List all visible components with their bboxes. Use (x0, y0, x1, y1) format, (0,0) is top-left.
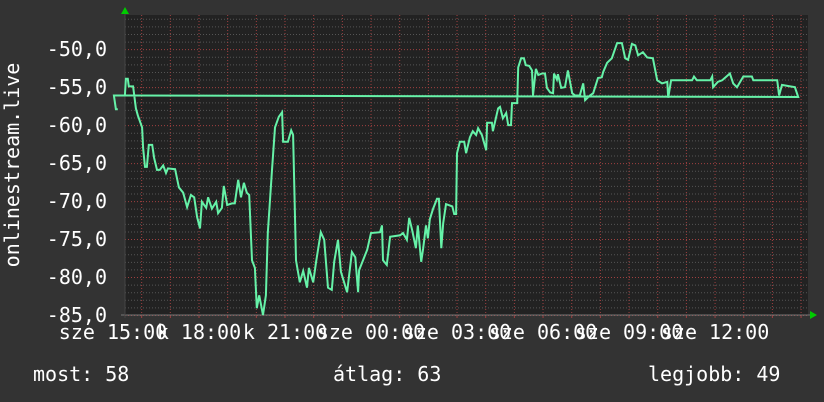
y-tick-label: -55,0 (47, 75, 107, 99)
x-tick-label: k 21:00 (243, 320, 327, 344)
y-tick-label: -80,0 (47, 265, 107, 289)
x-tick-label: sze 09:00 (575, 320, 683, 344)
x-tick-label: k 18:00 (157, 320, 241, 344)
y-axis-arrow-icon (121, 7, 129, 14)
plot-area (125, 15, 808, 315)
x-tick-label: sze 12:00 (661, 320, 769, 344)
y-axis-ticks: -50,0 -55,0 -60,0 -65,0 -70,0 -75,0 -80,0 -85,0 (47, 37, 107, 327)
x-tick-label: sze 00:00 (317, 320, 425, 344)
y-tick-label: -75,0 (47, 227, 107, 251)
legend-best: legjobb: 49 (648, 362, 781, 386)
series-line (112, 42, 800, 316)
y-tick-label: -65,0 (47, 151, 107, 175)
legend-current: most: 58 (33, 362, 130, 386)
y-tick-label: -70,0 (47, 189, 107, 213)
x-tick-label: sze 03:00 (403, 320, 511, 344)
y-tick-label: -50,0 (47, 37, 107, 61)
legend-average: átlag: 63 (333, 362, 442, 386)
x-tick-label: sze 06:00 (489, 320, 597, 344)
y-tick-label: -60,0 (47, 113, 107, 137)
x-axis-arrow-icon (810, 311, 817, 319)
y-tick-label: -85,0 (47, 303, 107, 327)
grid (125, 15, 808, 318)
y-axis-title: onlinestream.live (0, 63, 24, 268)
x-tick-label: sze 15:00 (59, 320, 167, 344)
